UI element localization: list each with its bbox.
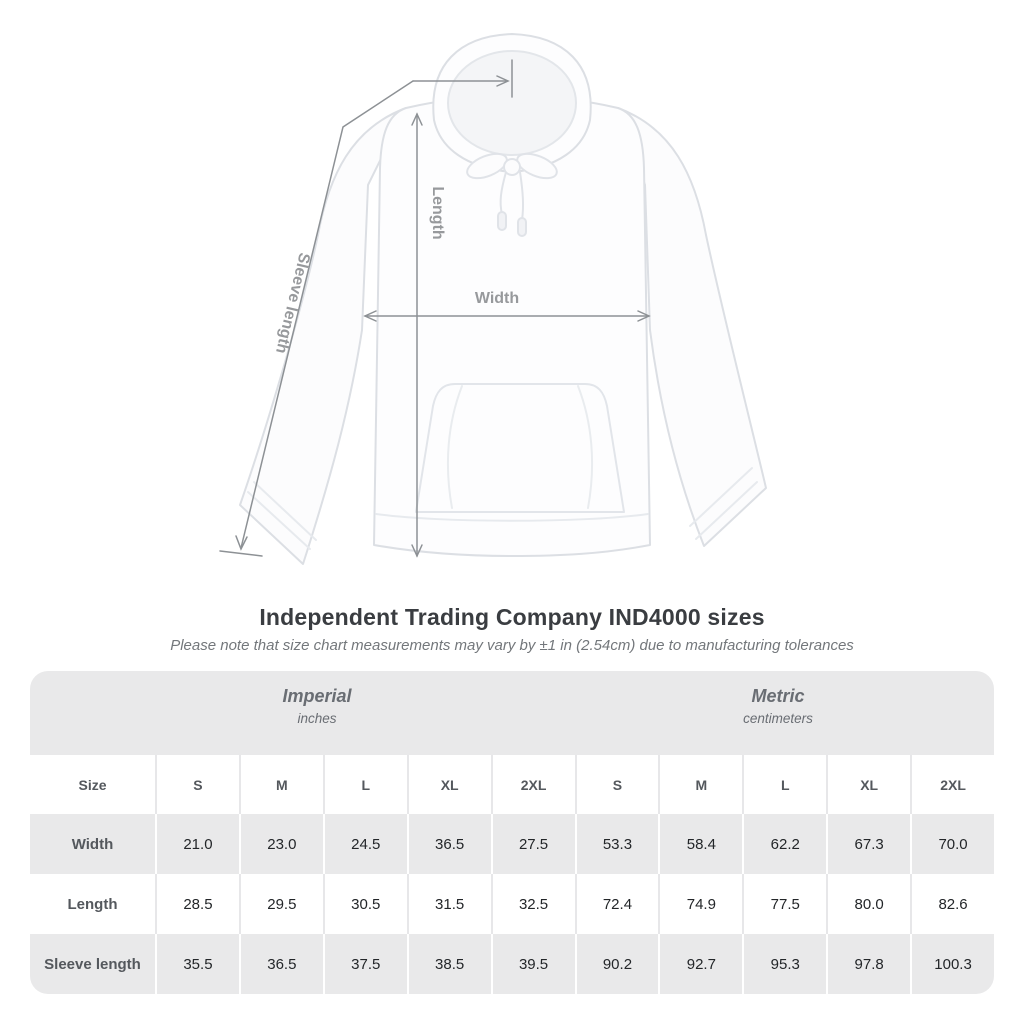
- tolerance-note: Please note that size chart measurements…: [170, 637, 854, 654]
- length-metric-2xl: 82.6: [910, 874, 994, 934]
- imperial-label: Imperial: [282, 686, 352, 706]
- header-metric-s: S: [574, 755, 659, 814]
- metric-unit-header: Metric centimeters: [743, 686, 813, 726]
- hoodie-drawstring-bow: [466, 152, 558, 237]
- sleeve-imperial-l: 37.5: [322, 934, 407, 994]
- width-imperial-2xl: 27.5: [490, 814, 575, 874]
- row-label-width: Width: [71, 835, 114, 853]
- header-metric-xl: XL: [826, 755, 910, 814]
- hoodie-right-cuff-seam: [689, 467, 758, 540]
- hood-arrowhead: [496, 75, 510, 87]
- header-imperial-s: S: [155, 755, 239, 814]
- width-metric-l: 62.2: [742, 814, 826, 874]
- metric-unit-label: centimeters: [743, 711, 813, 726]
- table-row-sleeve-length: Sleeve length 35.5 36.5 37.5 38.5 39.5 9…: [30, 934, 994, 994]
- sleeve-arrowhead: [235, 535, 248, 551]
- page-title: Independent Trading Company IND4000 size…: [259, 604, 765, 630]
- header-imperial-m: M: [238, 755, 323, 814]
- length-imperial-s: 28.5: [155, 874, 239, 934]
- sleeve-metric-xl: 97.8: [826, 934, 910, 994]
- length-imperial-l: 30.5: [322, 874, 407, 934]
- header-metric-2xl: 2XL: [910, 755, 994, 814]
- hoodie-right-sleeve: [617, 107, 767, 547]
- header-imperial-2xl: 2XL: [490, 755, 575, 814]
- width-arrowhead-left: [363, 310, 377, 322]
- sleeve-imperial-s: 35.5: [155, 934, 239, 994]
- hoodie-left-cuff-seam: [247, 481, 317, 550]
- table-row-width: Width 21.0 23.0 24.5 36.5 27.5 53.3 58.4…: [30, 814, 994, 874]
- length-arrowhead-bottom: [411, 544, 423, 558]
- length-metric-l: 77.5: [742, 874, 826, 934]
- width-imperial-s: 21.0: [155, 814, 239, 874]
- length-measure-label: Length: [429, 186, 446, 239]
- table-row-length: Length 28.5 29.5 30.5 31.5 32.5 72.4 74.…: [30, 874, 994, 934]
- hoodie-pocket: [415, 383, 625, 513]
- sleeve-measure-line: [240, 80, 414, 549]
- hoodie-hem-seam: [375, 513, 649, 522]
- length-metric-xl: 80.0: [826, 874, 910, 934]
- hoodie-measurement-diagram: Length Width Sleeve length: [219, 33, 767, 565]
- sleeve-metric-l: 95.3: [742, 934, 826, 994]
- hoodie-left-sleeve: [239, 107, 407, 565]
- width-imperial-m: 23.0: [238, 814, 323, 874]
- sleeve-imperial-2xl: 39.5: [490, 934, 575, 994]
- sleeve-metric-s: 90.2: [574, 934, 659, 994]
- length-metric-s: 72.4: [574, 874, 659, 934]
- size-col-header: Size: [78, 776, 107, 793]
- sleeve-metric-m: 92.7: [658, 934, 742, 994]
- header-imperial-l: L: [322, 755, 407, 814]
- size-guide-page: Length Width Sleeve length Independent T…: [30, 33, 994, 994]
- width-measure-label: Width: [475, 290, 519, 307]
- width-metric-s: 53.3: [574, 814, 659, 874]
- header-metric-l: L: [742, 755, 826, 814]
- row-label-length: Length: [67, 895, 118, 913]
- length-imperial-m: 29.5: [238, 874, 323, 934]
- sleeve-imperial-xl: 38.5: [406, 934, 491, 994]
- width-imperial-l: 24.5: [322, 814, 407, 874]
- length-arrowhead-top: [411, 112, 423, 126]
- width-metric-2xl: 70.0: [910, 814, 994, 874]
- hoodie-illustration: [239, 33, 767, 565]
- row-label-sleeve-length: Sleeve length: [44, 955, 141, 973]
- width-arrowhead-right: [637, 310, 651, 322]
- hoodie-hood-opening: [447, 50, 577, 156]
- measurement-overlay: [219, 59, 651, 558]
- width-metric-xl: 67.3: [826, 814, 910, 874]
- imperial-unit-label: inches: [297, 711, 337, 726]
- sleeve-end-tick: [219, 550, 263, 557]
- hoodie-diagram-svg: Length Width Sleeve length: [219, 33, 767, 565]
- sleeve-metric-2xl: 100.3: [910, 934, 994, 994]
- metric-label: Metric: [751, 686, 805, 706]
- header-imperial-xl: XL: [406, 755, 491, 814]
- size-header-row: Size S M L XL 2XL S M L XL 2XL: [30, 755, 994, 814]
- sleeve-imperial-m: 36.5: [238, 934, 323, 994]
- length-metric-m: 74.9: [658, 874, 742, 934]
- header-metric-m: M: [658, 755, 742, 814]
- length-imperial-xl: 31.5: [406, 874, 491, 934]
- size-table: Imperial inches Metric centimeters Size …: [30, 671, 994, 994]
- width-imperial-xl: 36.5: [406, 814, 491, 874]
- imperial-unit-header: Imperial inches: [282, 686, 351, 726]
- width-metric-m: 58.4: [658, 814, 742, 874]
- hoodie-pocket-opening-seams: [446, 385, 594, 509]
- units-header-band: Imperial inches Metric centimeters: [30, 671, 994, 755]
- length-imperial-2xl: 32.5: [490, 874, 575, 934]
